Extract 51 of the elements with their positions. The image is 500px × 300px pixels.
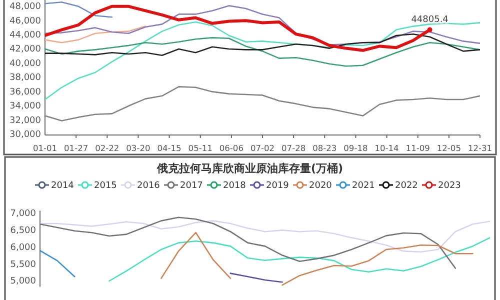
y-tick-label: 6,000 [10,242,36,253]
line-series [45,1,113,18]
data-label: 44805.4 [411,14,449,25]
legend-label: 2017 [180,181,203,191]
y-tick-label: 46,000 [10,16,42,26]
line-series [40,220,490,253]
line-series [108,237,490,282]
line-series [45,26,146,44]
x-tick-label: 02-22 [95,143,120,153]
x-tick-label: 06-06 [219,143,244,153]
legend-label: 2022 [395,181,418,191]
y-tick-label: 34,000 [10,102,42,112]
legend-label: 2021 [352,181,375,191]
legend-label: 2014 [51,181,74,191]
x-tick-label: 01-01 [32,143,58,153]
x-tick-label: 05-11 [188,143,212,153]
y-tick-label: 38,000 [10,73,42,84]
y-tick-label: 5,500 [10,260,36,270]
chart-title: 俄克拉何马库欣商业原油库存量(万桶) [156,162,344,175]
x-tick-label: 07-28 [282,143,306,153]
line-series [45,33,480,56]
y-tick-label: 5,000 [10,276,36,287]
line-series [45,37,480,67]
line-series [230,272,283,283]
x-tick-label: 11-09 [406,143,430,153]
y-tick-label: 48,000 [10,2,42,12]
x-tick-label: 04-15 [157,143,182,153]
x-tick-label: 01-27 [64,143,88,153]
legend-label: 2016 [137,181,160,191]
x-tick-label: 09-18 [344,143,368,153]
y-tick-label: 44,000 [10,30,42,41]
y-tick-label: 42,000 [10,44,42,55]
legend-label: 2019 [266,181,290,191]
y-tick-label: 32,000 [10,116,42,126]
legend-label: 2018 [223,181,246,191]
x-tick-label: 12-05 [436,143,461,153]
x-tick-label: 08-23 [312,143,337,153]
y-tick-label: 36,000 [10,87,42,98]
y-tick-label: 30,000 [10,130,42,140]
y-tick-label: 6,500 [10,226,36,236]
line-series [45,21,480,100]
x-tick-label: 07-02 [250,143,275,153]
legend-label: 2015 [94,181,117,191]
x-tick-label: 03-20 [126,143,150,153]
x-tick-label: 10-14 [374,143,399,153]
x-tick-label: 12-31 [468,143,492,153]
legend-label: 2020 [309,181,332,191]
legend-label: 2023 [438,181,461,191]
line-series [45,86,480,122]
y-tick-label: 7,000 [10,208,36,219]
y-tick-label: 40,000 [10,58,42,69]
